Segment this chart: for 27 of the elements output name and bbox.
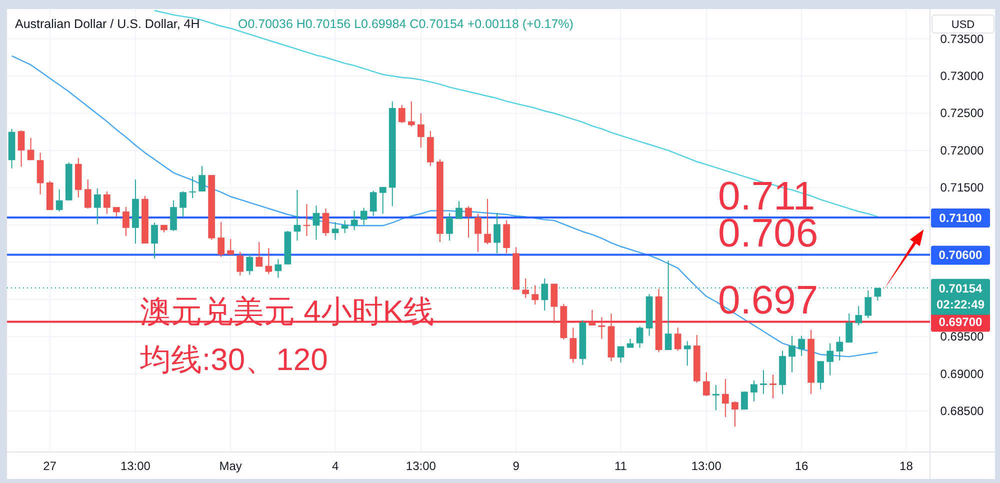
- text: Australian Dollar / U.S. Dollar, 4H: [15, 17, 200, 31]
- ref-line-label: 0.69700: [938, 315, 983, 330]
- x-tick-label: 13:00: [120, 459, 151, 473]
- x-tick-label: 18: [900, 459, 914, 473]
- ref-line-label: 0.70154 02:22:49: [936, 281, 985, 312]
- ref-line-label: 0.70600: [938, 248, 983, 262]
- text: O0.70036 H0.70156 L0.69984 C0.70154 +0.00118 (+0.17%): [238, 17, 574, 31]
- y-tick-label: 0.73500: [940, 32, 984, 46]
- y-tick-label: 0.71500: [940, 180, 984, 195]
- y-tick-label: 0.69500: [940, 330, 984, 344]
- x-tick-label: 13:00: [691, 459, 722, 473]
- x-tick-label: May: [219, 459, 242, 473]
- y-tick-label: 0.73000: [940, 69, 984, 84]
- y-tick-label: 0.68500: [940, 404, 984, 418]
- y-tick-label: 0.69000: [940, 366, 984, 381]
- x-tick-label: 11: [614, 459, 628, 473]
- x-tick-label: 27: [43, 459, 57, 473]
- x-tick-label: 13:00: [406, 459, 436, 473]
- ref-line-label: 0.71100: [939, 210, 982, 225]
- y-tick-label: 0.72500: [940, 106, 984, 120]
- x-tick-label: 16: [794, 459, 809, 473]
- x-tick-label: 9: [512, 459, 520, 473]
- y-axis-title: USD: [951, 19, 975, 31]
- y-tick-label: 0.72000: [940, 143, 984, 158]
- annotation: 0.697: [718, 278, 818, 323]
- annotation: 均线:30、120: [139, 342, 328, 377]
- x-tick-label: 4: [332, 459, 339, 473]
